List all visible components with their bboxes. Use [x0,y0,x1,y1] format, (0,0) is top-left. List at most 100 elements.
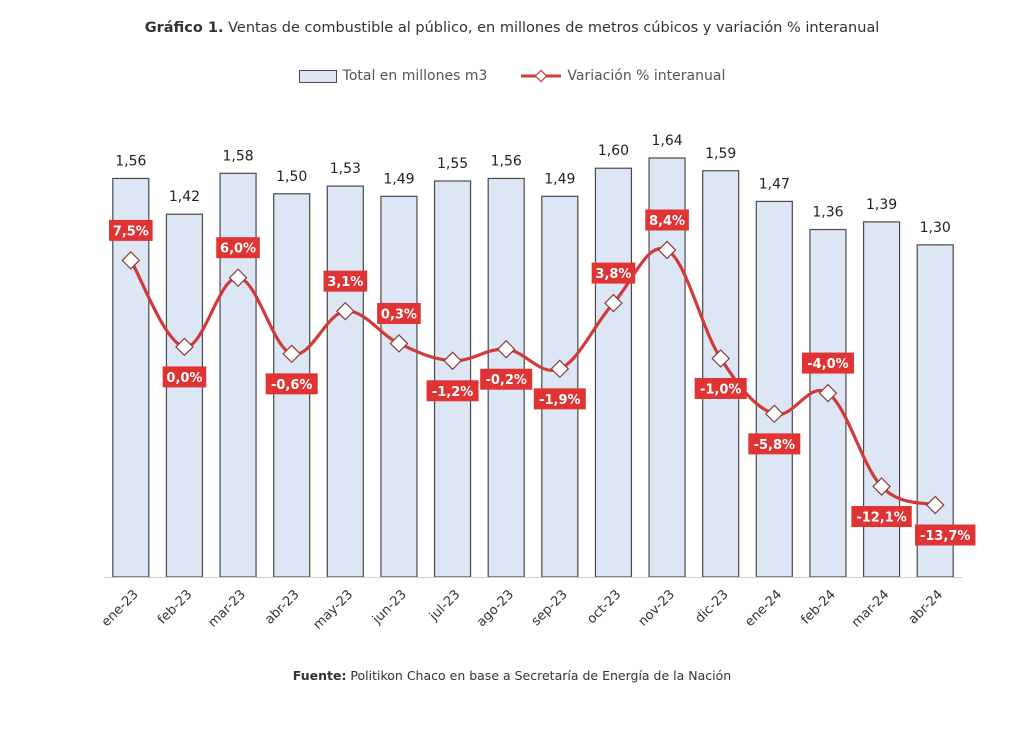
variation-marker [282,344,302,364]
x-tick-label: oct-23 [584,587,624,627]
bar-value-label: 1,56 [115,153,146,169]
bar-value-label: 1,53 [330,161,361,177]
chart-title-prefix: Gráfico 1. [144,20,224,36]
variation-label: 3,8% [595,267,631,282]
x-tick-label: feb-23 [155,587,195,627]
bar-value-label: 1,56 [491,153,522,169]
x-tick-label: mar-24 [849,587,892,630]
variation-label: -1,0% [700,382,741,397]
variation-marker [496,339,516,359]
variation-label: -12,1% [856,511,907,526]
x-tick-label: abr-24 [906,587,946,627]
bar-dic-23 [702,170,740,578]
variation-marker [335,301,355,321]
bar-mar-23 [219,172,257,578]
bar-sep-23 [541,195,579,578]
variation-label-bg [265,373,318,395]
variation-label: 6,0% [220,242,256,257]
x-tick-label: ene-24 [742,587,785,630]
bar-value-label: 1,49 [544,171,575,187]
x-tick-label: ago-23 [474,587,517,630]
chart-title: Gráfico 1. Ventas de combustible al públ… [0,20,1024,36]
x-tick-label: jun-23 [369,587,410,628]
legend-item-line: Variación % interanual [521,68,725,84]
variation-label: -4,0% [807,357,848,372]
x-tick-label: abr-23 [262,587,302,627]
legend-line-label: Variación % interanual [567,68,726,84]
variation-label: -5,8% [754,438,795,453]
variation-label-bg [426,380,479,402]
x-tick-label: dic-23 [692,587,731,626]
variation-marker [121,251,141,270]
variation-label-bg [914,524,976,546]
chart-legend: Total en millones m3 Variación % interan… [0,68,1024,84]
bar-may-23 [326,185,364,578]
variation-marker [657,240,677,260]
variation-label: 0,3% [381,307,417,322]
source-prefix: Fuente: [292,668,347,683]
bar-ene-23 [112,177,150,578]
x-tick-label: ene-23 [99,587,142,630]
variation-marker [604,293,623,313]
variation-marker [550,359,570,379]
bar-value-label: 1,30 [920,220,951,236]
variation-label: 8,4% [649,214,685,229]
bar-value-label: 1,64 [651,133,682,149]
legend-bar-swatch [298,69,337,83]
variation-label-bg [748,433,801,455]
variation-label-bg [377,302,421,324]
variation-marker [389,334,409,353]
variation-label-bg [216,237,260,259]
x-tick-label: may-23 [311,587,356,632]
variation-label-bg [480,368,533,390]
variation-line [129,246,936,507]
variation-label: -13,7% [920,529,971,544]
variation-label: -0,6% [271,378,312,393]
chart-title-text: Ventas de combustible al público, en mil… [223,20,880,36]
x-tick-label: jul-23 [426,587,463,624]
variation-label-bg [851,506,912,528]
bar-value-label: 1,60 [598,143,629,159]
variation-marker [228,268,248,288]
bar-oct-23 [594,167,633,578]
variation-label: 7,5% [113,224,149,239]
variation-label-bg [591,262,636,284]
variation-marker [175,337,194,357]
bar-abr-24 [916,244,954,578]
variation-label-bg [645,209,689,231]
x-tick-label: feb-24 [798,587,838,627]
variation-marker [872,477,891,496]
variation-label-bg [801,352,854,374]
variation-marker [925,495,945,515]
variation-label: -1,2% [432,385,473,400]
bar-value-label: 1,55 [437,156,468,172]
bar-jun-23 [380,195,418,578]
x-tick-label: sep-23 [529,587,571,629]
x-tick-label: mar-23 [205,587,248,630]
bar-value-label: 1,42 [169,189,200,205]
variation-label-bg [109,219,153,241]
bar-feb-24 [809,228,847,578]
x-tick-label: nov-23 [636,587,678,629]
variation-label: -0,2% [485,373,526,388]
variation-label-bg [533,388,586,410]
legend-line-swatch [521,69,562,83]
legend-bars-label: Total en millones m3 [342,68,488,84]
variation-label: 0,0% [166,371,202,386]
bar-value-label: 1,58 [222,148,253,164]
legend-item-bars: Total en millones m3 [298,68,488,84]
bar-value-label: 1,36 [812,205,843,221]
bar-value-label: 1,49 [383,171,414,187]
variation-marker [818,383,838,403]
variation-label: 3,1% [327,275,363,290]
bar-feb-23 [165,213,204,578]
bar-jul-23 [433,180,472,578]
variation-label-bg [323,270,368,292]
source-note: Fuente: Politikon Chaco en base a Secret… [0,668,1024,683]
variation-label: -1,9% [539,393,580,408]
variation-marker [711,349,731,368]
bar-value-label: 1,47 [759,176,790,192]
bar-ene-24 [755,200,793,578]
variation-marker [443,351,462,371]
